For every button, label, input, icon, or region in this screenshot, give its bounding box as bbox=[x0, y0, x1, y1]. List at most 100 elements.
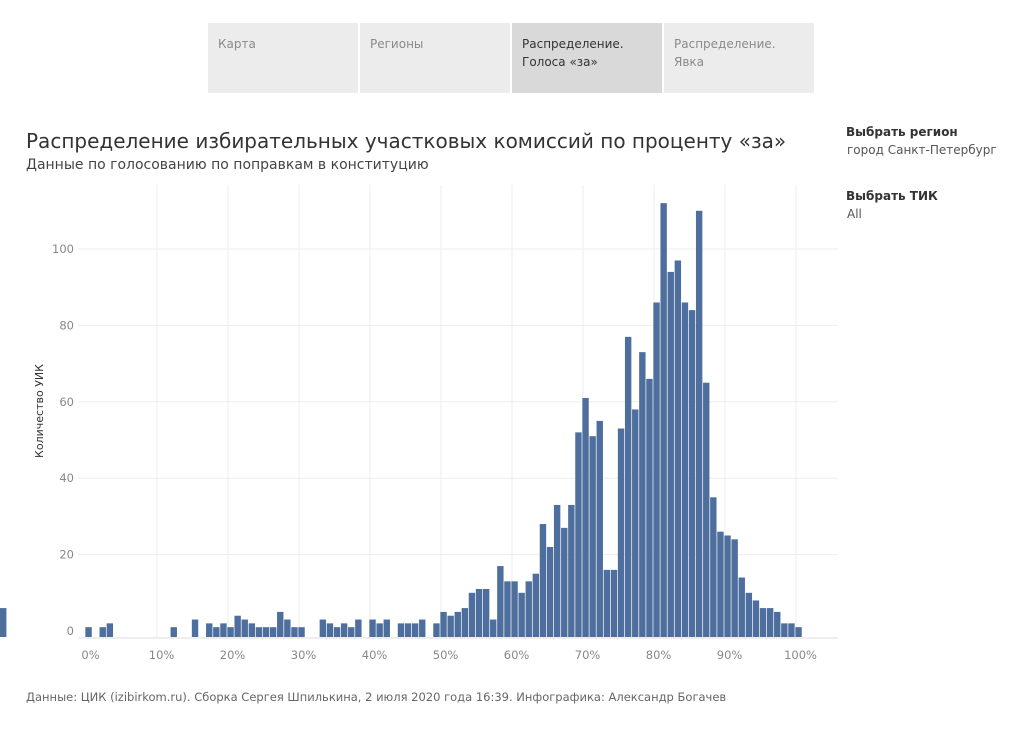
region-filter-dropdown[interactable]: город Санкт-Петербург bbox=[847, 143, 997, 157]
histogram-bar[interactable] bbox=[348, 627, 355, 637]
histogram-bar[interactable] bbox=[731, 539, 738, 637]
tab-bar: Карта Регионы Распределение. Голоса «за»… bbox=[208, 23, 816, 93]
histogram-bar[interactable] bbox=[795, 627, 802, 637]
histogram-bar[interactable] bbox=[220, 623, 227, 637]
histogram-bar[interactable] bbox=[532, 573, 540, 637]
histogram-bar[interactable] bbox=[255, 627, 263, 637]
histogram-bar[interactable] bbox=[703, 382, 710, 637]
histogram-bar[interactable] bbox=[710, 497, 717, 637]
histogram-bar[interactable] bbox=[482, 588, 490, 637]
tab-distribution-turnout[interactable]: Распределение. Явка bbox=[664, 23, 814, 93]
histogram-bar[interactable] bbox=[518, 592, 525, 637]
histogram-bar[interactable] bbox=[355, 619, 362, 637]
histogram-bar[interactable] bbox=[461, 608, 469, 637]
histogram-bar[interactable] bbox=[553, 504, 561, 637]
tab-label-line-1: Распределение. bbox=[522, 37, 624, 51]
histogram-bar[interactable] bbox=[745, 592, 753, 637]
histogram-bar[interactable] bbox=[234, 615, 241, 637]
histogram-bar[interactable] bbox=[674, 260, 682, 637]
histogram-bar[interactable] bbox=[603, 569, 611, 637]
histogram-bar[interactable] bbox=[596, 420, 603, 637]
histogram-bar[interactable] bbox=[717, 531, 724, 637]
histogram-bar[interactable] bbox=[191, 619, 199, 637]
histogram-bar[interactable] bbox=[575, 432, 582, 637]
histogram-bar[interactable] bbox=[774, 611, 781, 637]
histogram-bar[interactable] bbox=[667, 271, 674, 637]
histogram-bar[interactable] bbox=[561, 527, 568, 637]
tab-map[interactable]: Карта bbox=[208, 23, 358, 93]
tik-filter-label: Выбрать ТИК bbox=[846, 189, 938, 203]
histogram-bar[interactable] bbox=[781, 623, 788, 637]
histogram-bar[interactable] bbox=[213, 627, 220, 637]
histogram-bar[interactable] bbox=[490, 619, 497, 637]
histogram-bar[interactable] bbox=[724, 535, 731, 638]
histogram-bar[interactable] bbox=[291, 627, 298, 637]
histogram-bar[interactable] bbox=[497, 566, 504, 637]
histogram-bar[interactable] bbox=[419, 619, 426, 637]
histogram-bar[interactable] bbox=[454, 611, 461, 637]
histogram-bar[interactable] bbox=[610, 569, 618, 637]
histogram-bar[interactable] bbox=[660, 203, 667, 637]
histogram-bar[interactable] bbox=[546, 546, 554, 637]
histogram-bar[interactable] bbox=[85, 627, 92, 637]
histogram-bar[interactable] bbox=[695, 210, 703, 638]
histogram-bar[interactable] bbox=[681, 302, 689, 637]
histogram-bar[interactable] bbox=[511, 581, 518, 637]
histogram-bar[interactable] bbox=[397, 623, 405, 637]
tik-filter-dropdown[interactable]: All bbox=[847, 207, 862, 221]
histogram-bar[interactable] bbox=[475, 588, 483, 637]
histogram-bar[interactable] bbox=[99, 627, 106, 637]
histogram-bar[interactable] bbox=[269, 627, 277, 637]
histogram-bar[interactable] bbox=[788, 623, 795, 637]
histogram-bar[interactable] bbox=[376, 623, 383, 637]
histogram-bar[interactable] bbox=[504, 581, 511, 637]
histogram-bar[interactable] bbox=[589, 436, 596, 637]
histogram-bar[interactable] bbox=[617, 428, 625, 637]
histogram-bar[interactable] bbox=[248, 623, 256, 637]
histogram-bar[interactable] bbox=[369, 619, 376, 637]
x-tick-label: 40% bbox=[362, 648, 388, 662]
y-tick-label: 40 bbox=[59, 471, 74, 485]
histogram-bar[interactable] bbox=[440, 611, 447, 637]
histogram-bar[interactable] bbox=[0, 608, 7, 637]
histogram-bar[interactable] bbox=[170, 627, 177, 637]
histogram-bar[interactable] bbox=[568, 504, 575, 637]
histogram-bar[interactable] bbox=[326, 623, 334, 637]
histogram-bar[interactable] bbox=[340, 623, 348, 637]
histogram-bar[interactable] bbox=[653, 302, 660, 637]
histogram-bar[interactable] bbox=[639, 352, 646, 637]
histogram-bar[interactable] bbox=[766, 608, 774, 637]
histogram-bar[interactable] bbox=[646, 378, 653, 637]
histogram-bar[interactable] bbox=[759, 608, 767, 637]
histogram-bar[interactable] bbox=[433, 623, 440, 637]
histogram-bar[interactable] bbox=[624, 336, 632, 637]
histogram-bar[interactable] bbox=[262, 627, 270, 637]
x-tick-label: 100% bbox=[784, 648, 817, 662]
histogram-bar[interactable] bbox=[582, 397, 589, 637]
y-tick-label: 80 bbox=[59, 318, 74, 332]
histogram-bar[interactable] bbox=[468, 592, 476, 637]
histogram-bar[interactable] bbox=[738, 577, 745, 637]
histogram-bar[interactable] bbox=[447, 615, 454, 637]
histogram-bar[interactable] bbox=[206, 623, 213, 637]
histogram-bar[interactable] bbox=[411, 623, 419, 637]
histogram-bar[interactable] bbox=[688, 310, 696, 637]
x-tick-label: 50% bbox=[433, 648, 459, 662]
histogram-bar[interactable] bbox=[106, 623, 114, 637]
histogram-bar[interactable] bbox=[525, 581, 532, 637]
histogram-bar[interactable] bbox=[404, 623, 412, 637]
histogram-bar[interactable] bbox=[383, 619, 390, 637]
histogram-bar[interactable] bbox=[632, 409, 639, 637]
histogram-bar[interactable] bbox=[319, 619, 327, 637]
histogram-bar[interactable] bbox=[752, 600, 760, 637]
tab-distribution-yes-votes[interactable]: Распределение. Голоса «за» bbox=[512, 23, 662, 93]
histogram-bar[interactable] bbox=[277, 611, 284, 637]
histogram-bar[interactable] bbox=[298, 627, 305, 637]
tab-regions[interactable]: Регионы bbox=[360, 23, 510, 93]
histogram-bar[interactable] bbox=[227, 627, 234, 637]
histogram-bar[interactable] bbox=[284, 619, 291, 637]
histogram-bar[interactable] bbox=[539, 524, 547, 637]
histogram-bar[interactable] bbox=[333, 627, 341, 637]
histogram-bar[interactable] bbox=[241, 619, 248, 637]
